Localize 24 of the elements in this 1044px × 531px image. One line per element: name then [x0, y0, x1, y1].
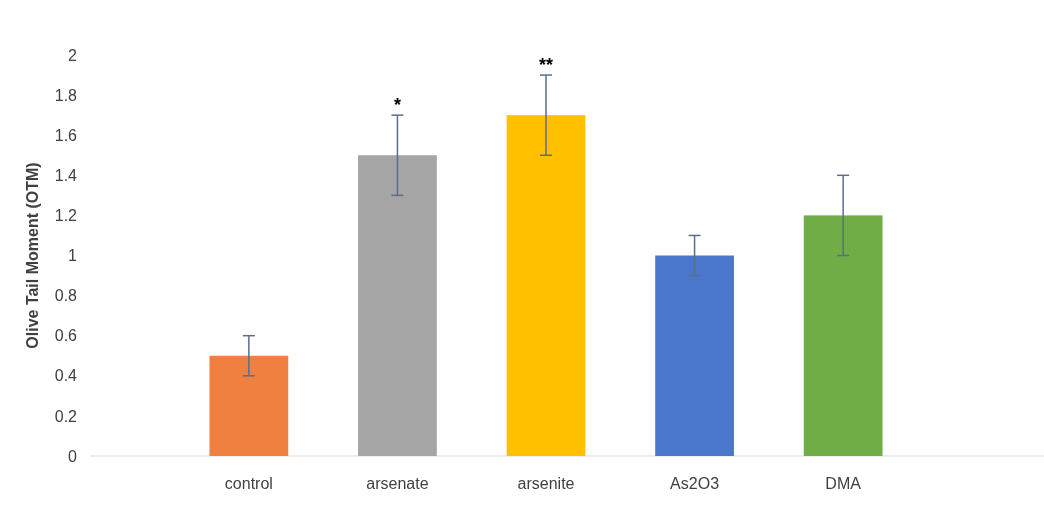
data-label: ** [538, 55, 554, 76]
x-tick-label: DMA [825, 475, 862, 493]
y-tick-label: 1 [68, 247, 78, 265]
x-tick-label: As2O3 [670, 475, 720, 493]
y-tick-label: 1.4 [54, 166, 78, 184]
y-axis-title: Olive Tail Moment (OTM) [24, 162, 41, 349]
y-tick-label: 0.8 [54, 287, 78, 305]
bar [506, 115, 586, 456]
data-label: * [393, 95, 401, 116]
x-tick-label: arsenite [517, 475, 575, 493]
y-tick-label: 0.4 [54, 367, 78, 385]
x-tick-label: arsenate [366, 475, 429, 493]
bar [655, 255, 734, 456]
bar [209, 355, 289, 456]
y-tick-label: 1.2 [54, 207, 78, 225]
bar [803, 215, 883, 456]
y-tick-label: 0.2 [54, 407, 78, 425]
bar [358, 155, 437, 456]
y-tick-label: 0.6 [54, 327, 78, 345]
x-tick-label: control [224, 475, 273, 493]
y-tick-label: 2 [68, 46, 78, 64]
y-tick-label: 1.6 [54, 126, 78, 144]
y-tick-label: 0 [68, 447, 78, 465]
y-tick-label: 1.8 [54, 86, 78, 104]
